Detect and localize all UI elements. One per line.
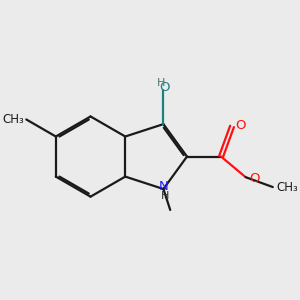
Text: CH₃: CH₃ bbox=[276, 181, 298, 194]
Text: N: N bbox=[158, 180, 168, 194]
Text: O: O bbox=[236, 119, 246, 132]
Text: H: H bbox=[157, 78, 165, 88]
Text: O: O bbox=[159, 81, 170, 94]
Text: H: H bbox=[160, 191, 169, 201]
Text: O: O bbox=[249, 172, 259, 185]
Text: CH₃: CH₃ bbox=[2, 113, 24, 126]
